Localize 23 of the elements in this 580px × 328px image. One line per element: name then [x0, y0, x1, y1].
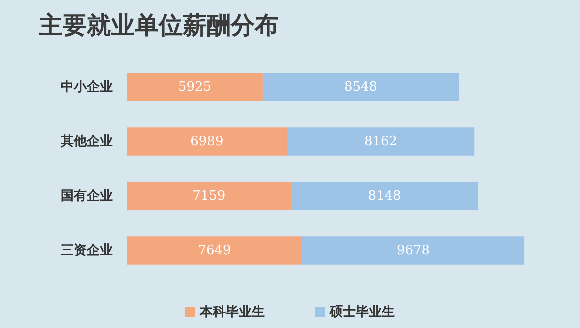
data-label: 9678: [396, 243, 430, 258]
chart-title: 主要就业单位薪酬分布: [38, 10, 279, 40]
legend-label: 本科毕业生: [199, 305, 265, 320]
data-label: 8162: [364, 134, 398, 150]
bar: [127, 236, 302, 265]
bar: [127, 128, 288, 156]
bar: [291, 182, 478, 210]
y-tick-label: 其他企业: [60, 134, 113, 150]
bar: [127, 182, 292, 210]
data-label: 5925: [178, 80, 212, 95]
data-label: 7649: [198, 243, 232, 258]
bar: [127, 73, 263, 102]
y-tick-label: 国有企业: [61, 188, 113, 204]
data-label: 6989: [190, 134, 224, 150]
legend-label: 硕士毕业生: [329, 305, 395, 320]
y-tick-label: 三资企业: [61, 243, 113, 258]
data-label: 7159: [192, 188, 226, 204]
data-label: 8148: [368, 188, 402, 204]
data-label: 8548: [344, 80, 378, 95]
bar: [287, 128, 475, 156]
y-tick-label: 中小企业: [61, 80, 113, 95]
bar: [302, 236, 525, 265]
bar: [262, 73, 460, 102]
